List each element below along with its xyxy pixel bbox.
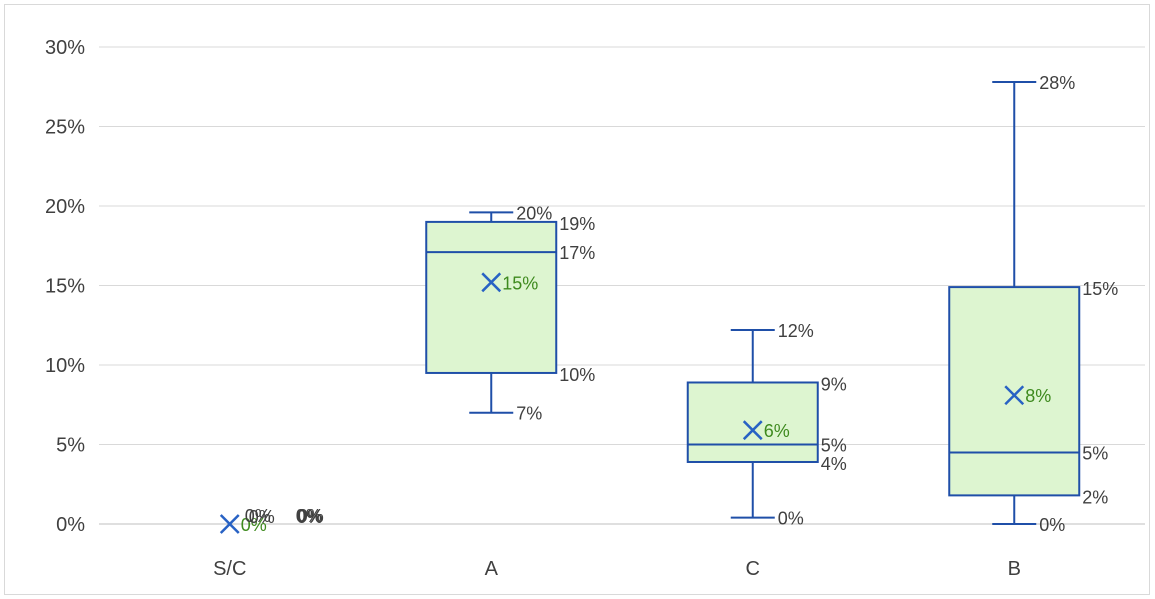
mean-label: 6% [764,421,790,441]
mean-marker [481,272,502,293]
x-tick-label: A [485,558,499,580]
q3-label: 9% [821,374,847,394]
y-tick-label: 20% [45,196,85,218]
min-label: 0% [778,509,804,529]
y-tick-label: 30% [45,37,85,59]
y-tick-label: 15% [45,276,85,298]
mean-marker [219,514,240,534]
q1-label: 0% [297,507,323,527]
min-label: 0% [298,506,324,526]
chart-frame: 0% 5% 10% 15% 20% 25% 30% S/C A C B 0% 0% 0% 0% 0% 0% 20%… [4,4,1150,595]
mean-marker [742,420,763,441]
y-tick-label: 5% [56,435,85,457]
max-label: 20% [516,203,552,223]
max-label: 0% [296,506,322,526]
min-label: 0% [1039,515,1065,535]
x-tick-label: B [1008,558,1021,580]
median-label: 0% [249,507,275,527]
q1-label: 2% [1082,487,1108,507]
median-label: 17% [559,243,595,263]
x-tick-label: S/C [213,558,246,580]
y-tick-label: 25% [45,117,85,139]
max-label: 28% [1039,73,1075,93]
q3-label: 19% [559,214,595,234]
box-plot-chart: 0%5%10%15%20%25%30%S/C A C B0%0%0% 0%0%0%20%… [45,37,1145,580]
mean-label: 0% [241,515,267,535]
box-iqr [686,381,819,463]
max-label: 12% [778,321,814,341]
y-tick-label: 10% [45,355,85,377]
q3-label: 15% [1082,279,1118,299]
median-label: 5% [821,436,847,456]
mean-marker [1004,385,1025,406]
mean-label: 15% [502,273,538,293]
q1-label: 10% [559,365,595,385]
q3-label: 0% [245,506,271,526]
median-label: 5% [1082,443,1108,463]
box-iqr [425,220,558,374]
box-iqr [948,286,1081,497]
q1-label: 4% [821,454,847,474]
x-tick-label: C [746,558,760,580]
min-label: 7% [516,404,542,424]
mean-label: 8% [1025,386,1051,406]
y-tick-label: 0% [56,514,85,536]
